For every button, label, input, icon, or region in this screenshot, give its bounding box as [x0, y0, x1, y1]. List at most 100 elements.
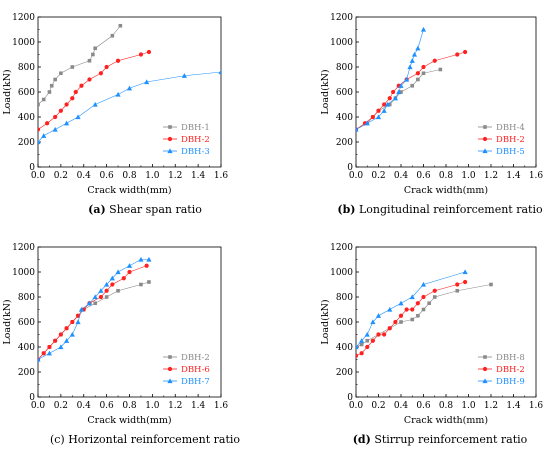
x-tick-label: 1.2: [168, 171, 182, 181]
series-point-dbh-5: [404, 76, 410, 82]
legend-marker: [167, 136, 173, 142]
series-point-dbh-2: [463, 279, 468, 285]
series-point-dbh-7: [75, 319, 81, 325]
x-tick-label: 1.4: [506, 171, 521, 181]
series-line-dbh-6: [38, 265, 147, 360]
legend-marker: [483, 355, 487, 359]
series-point-dbh-2: [393, 319, 398, 325]
y-tick-label: 200: [18, 368, 35, 378]
x-tick-label: 0.6: [99, 401, 114, 411]
y-axis-label: Load(kN): [2, 299, 13, 344]
series-point-dbh-7: [63, 338, 70, 343]
x-tick-label: 0.8: [122, 401, 137, 411]
series-point-dbh-5: [375, 114, 382, 120]
series-point-dbh-2: [421, 64, 426, 70]
series-point-dbh-2: [365, 344, 370, 350]
legend-label: DBH-8: [496, 353, 525, 363]
series-point-dbh-8: [489, 282, 493, 287]
series-point-dbh-5: [398, 83, 404, 88]
x-tick-label: 1.2: [168, 401, 182, 411]
series-point-dbh-8: [421, 307, 426, 312]
series-point-dbh-2: [64, 102, 69, 107]
series-point-dbh-1: [38, 102, 40, 107]
x-tick-label: 0.0: [31, 171, 46, 181]
legend-label: DBH-4: [496, 123, 525, 133]
series-group: [356, 269, 493, 358]
series-point-dbh-4: [387, 102, 392, 107]
series-point-dbh-2: [58, 108, 63, 113]
series-point-dbh-6: [75, 313, 81, 318]
series-point-dbh-8: [359, 342, 364, 347]
series-point-dbh-6: [41, 351, 46, 356]
legend-marker: [482, 136, 488, 142]
series-point-dbh-2: [139, 282, 143, 287]
series-point-dbh-5: [381, 108, 387, 113]
series-point-dbh-3: [181, 73, 187, 78]
x-tick-label: 1.0: [461, 171, 476, 181]
x-tick-label: 0.4: [394, 171, 409, 181]
y-tick-label: 800: [18, 293, 35, 303]
x-tick-label: 1.4: [506, 401, 521, 411]
y-tick-label: 800: [18, 63, 35, 73]
series-point-dbh-3: [126, 85, 133, 91]
series-point-dbh-7: [58, 344, 64, 350]
series-point-dbh-3: [144, 79, 150, 85]
series-point-dbh-7: [104, 281, 110, 287]
x-tick-label: 0.4: [77, 171, 92, 181]
x-tick-label: 0.2: [54, 171, 68, 181]
y-axis-label: Load(kN): [2, 69, 13, 114]
y-tick-label: 200: [336, 368, 353, 378]
series-point-dbh-8: [432, 295, 437, 299]
series-point-dbh-3: [92, 101, 98, 107]
series-point-dbh-1: [87, 58, 92, 63]
series-point-dbh-9: [364, 331, 370, 337]
series-point-dbh-2: [45, 121, 50, 126]
series-point-dbh-2: [432, 58, 437, 63]
series-point-dbh-5: [356, 126, 359, 132]
series-point-dbh-2: [116, 288, 120, 293]
x-tick-label: 1.6: [214, 171, 229, 181]
x-tick-label: 0.6: [99, 171, 114, 181]
series-point-dbh-8: [455, 288, 460, 293]
y-tick-label: 1000: [330, 268, 353, 278]
legend-label: DBH-2: [496, 365, 525, 375]
legend-marker: [167, 378, 173, 384]
series-point-dbh-7: [78, 306, 85, 312]
series-point-dbh-1: [41, 97, 46, 102]
series-point-dbh-2: [398, 313, 404, 318]
series-point-dbh-6: [98, 294, 104, 300]
series-point-dbh-5: [407, 64, 413, 70]
x-tick-label: 0.8: [439, 171, 454, 181]
series-point-dbh-2: [376, 108, 381, 113]
x-axis-label: Crack width(mm): [87, 415, 171, 426]
legend-label: DBH-7: [181, 377, 210, 387]
series-point-dbh-7: [98, 288, 104, 293]
legend-label: DBH-5: [496, 147, 525, 157]
series-point-dbh-2: [147, 280, 151, 284]
series-point-dbh-9: [409, 294, 415, 300]
y-tick-label: 1200: [12, 243, 35, 253]
x-tick-label: 0.2: [371, 171, 385, 181]
series-point-dbh-2: [104, 295, 109, 299]
series-point-dbh-7: [146, 256, 152, 262]
x-tick-label: 1.2: [484, 401, 498, 411]
series-point-dbh-7: [109, 275, 115, 281]
series-point-dbh-6: [110, 282, 115, 287]
series-point-dbh-7: [92, 294, 98, 300]
x-tick-label: 0.6: [416, 401, 431, 411]
legend-marker: [167, 366, 173, 372]
series-point-dbh-9: [462, 269, 468, 275]
series-point-dbh-2: [391, 89, 396, 95]
x-tick-label: 0.0: [31, 401, 46, 411]
series-group: [38, 256, 152, 362]
series-point-dbh-6: [53, 338, 58, 343]
y-tick-label: 0: [29, 393, 35, 403]
series-point-dbh-8: [410, 317, 415, 322]
series-line-dbh-2: [356, 281, 466, 357]
series-point-dbh-7: [38, 356, 41, 362]
series-point-dbh-7: [126, 263, 133, 268]
series-point-dbh-2: [455, 52, 460, 57]
series-point-dbh-2: [415, 71, 420, 76]
series-point-dbh-6: [104, 288, 109, 293]
x-tick-label: 1.2: [484, 171, 498, 181]
